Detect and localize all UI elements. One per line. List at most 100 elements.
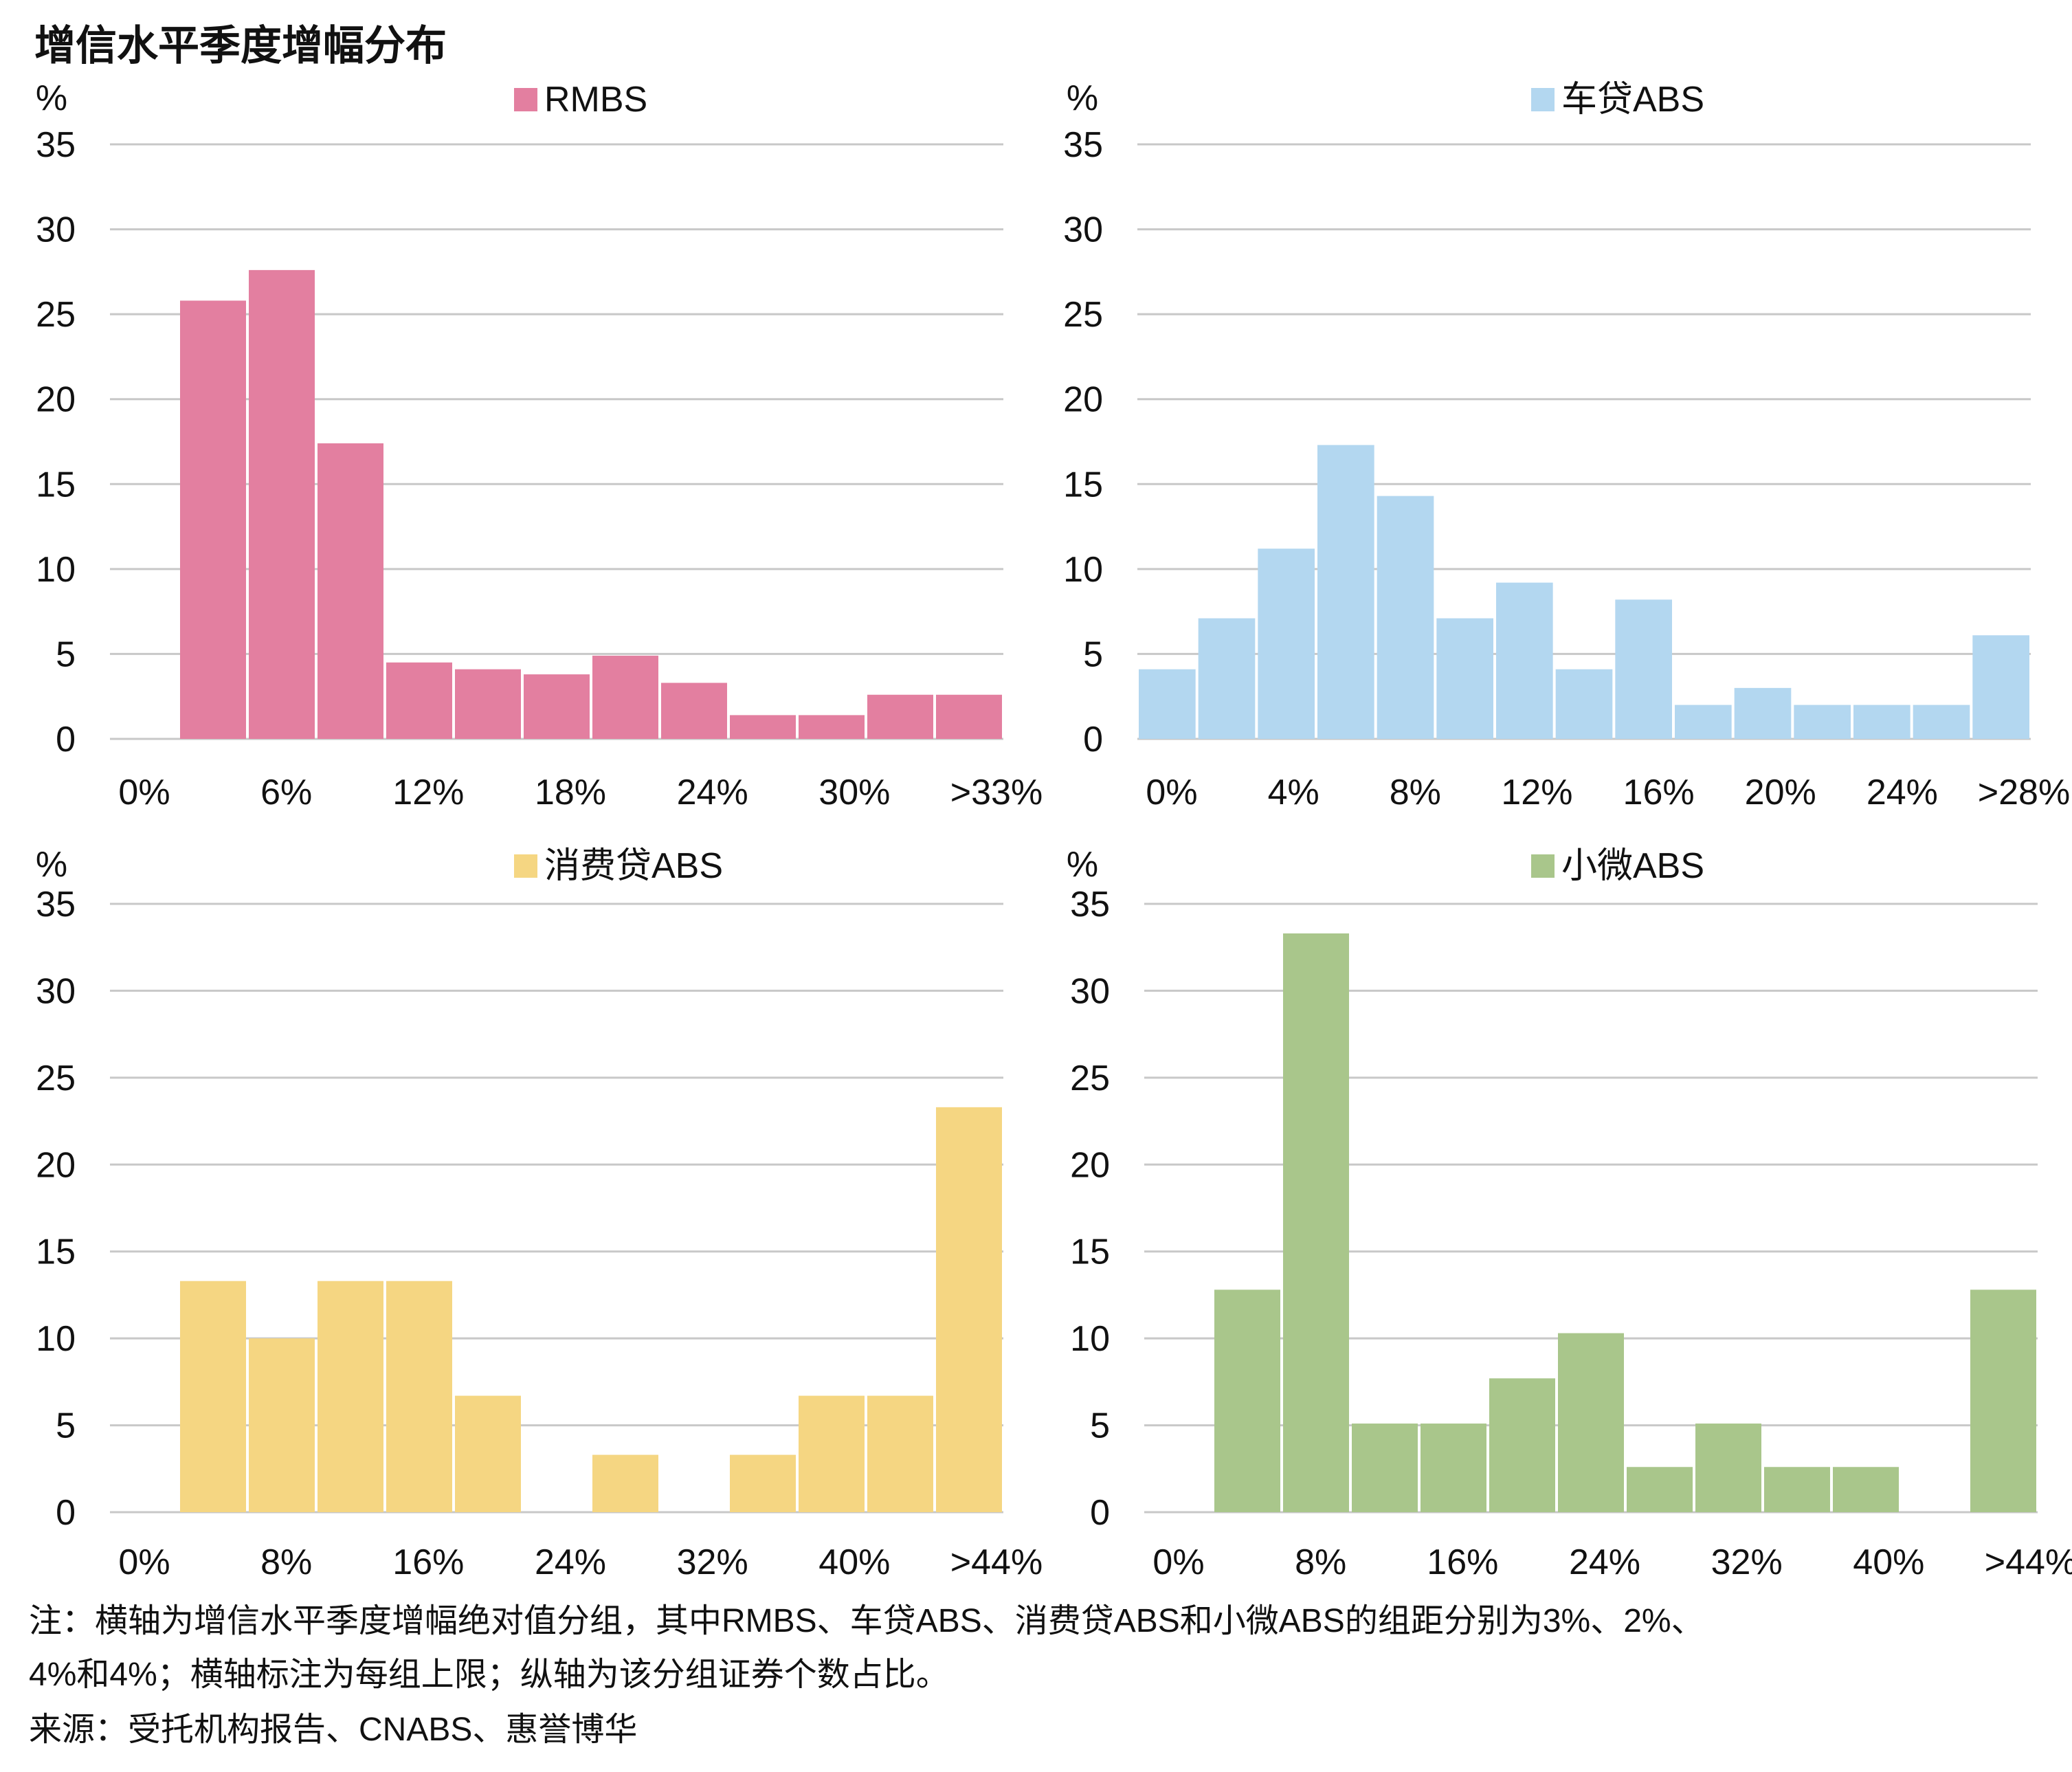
bar xyxy=(1853,705,1911,739)
x-tick-label: 32% xyxy=(1711,1542,1783,1582)
y-tick-label: 15 xyxy=(1063,465,1103,505)
x-tick-label: 0% xyxy=(118,773,170,812)
x-tick-label: 40% xyxy=(1853,1542,1924,1582)
y-tick-label: 0 xyxy=(1090,1493,1110,1533)
bar xyxy=(249,269,315,739)
y-tick-label: 35 xyxy=(1063,125,1103,165)
x-tick-label: >44% xyxy=(1985,1542,2072,1582)
x-tick-label: 12% xyxy=(1501,773,1572,812)
bar xyxy=(867,1395,933,1512)
y-tick-label: 20 xyxy=(36,380,76,420)
x-tick-label: 32% xyxy=(677,1542,748,1582)
bar xyxy=(1258,549,1315,739)
bar xyxy=(386,1281,452,1512)
rmbs-chart: 0 5 10 15 20 25 30 35% RMBS 0% 6% 12% 18% 24% 30% >33% xyxy=(36,78,1043,812)
bar xyxy=(1794,705,1851,739)
page-title: 增信水平季度增幅分布 xyxy=(34,23,447,69)
x-tick-label: 16% xyxy=(392,1542,464,1582)
legend-swatch xyxy=(514,88,537,111)
bar xyxy=(1734,687,1792,739)
bar xyxy=(1833,1467,1899,1512)
y-tick-label: 25 xyxy=(1070,1059,1110,1098)
x-tick-label: 40% xyxy=(818,1542,890,1582)
bar xyxy=(524,674,590,739)
note-line-1: 注：横轴为增信水平季度增幅绝对值分组，其中RMBS、车贷ABS、消费贷ABS和小… xyxy=(29,1603,1704,1639)
x-tick-label: 0% xyxy=(118,1542,170,1582)
bar xyxy=(455,1395,521,1512)
y-unit-label: % xyxy=(1067,78,1098,118)
micro-business-abs-chart: 0 5 10 15 20 25 30 35% 小微ABS 0% 8% 16% 24% 32% 40% >44% xyxy=(1067,845,2072,1582)
micro-business-abs-legend: 小微ABS xyxy=(1531,846,1704,886)
bar xyxy=(1764,1467,1830,1512)
bar xyxy=(318,443,383,739)
legend-label: RMBS xyxy=(544,80,647,120)
x-tick-label: >33% xyxy=(950,773,1043,812)
bar xyxy=(1695,1424,1761,1512)
legend-label: 车贷ABS xyxy=(1561,80,1704,120)
y-tick-label: 5 xyxy=(56,1406,76,1446)
y-unit-label: % xyxy=(36,845,67,885)
x-tick-label: 18% xyxy=(535,773,606,812)
x-tick-label: 8% xyxy=(260,1542,312,1582)
bar xyxy=(1139,669,1196,739)
bar xyxy=(1377,496,1434,739)
y-tick-label: 15 xyxy=(1070,1232,1110,1272)
y-tick-label: 35 xyxy=(36,885,76,924)
auto-loan-abs-legend: 车贷ABS xyxy=(1531,80,1704,120)
legend-swatch xyxy=(514,854,537,878)
x-tick-label: 16% xyxy=(1427,1542,1498,1582)
bar xyxy=(1283,933,1349,1512)
x-tick-label: >28% xyxy=(1978,773,2070,812)
x-tick-label: 12% xyxy=(392,773,464,812)
bar xyxy=(1198,618,1256,739)
bar xyxy=(249,1338,315,1512)
bar xyxy=(1436,618,1493,739)
bar xyxy=(1421,1424,1486,1512)
x-tick-label: 24% xyxy=(1867,773,1938,812)
legend-swatch xyxy=(1531,854,1555,878)
bar xyxy=(592,655,658,739)
footnote: 注：横轴为增信水平季度增幅绝对值分组，其中RMBS、车贷ABS、消费贷ABS和小… xyxy=(29,1595,1704,1702)
x-tick-label: 16% xyxy=(1623,773,1695,812)
x-tick-label: 6% xyxy=(260,773,312,812)
x-tick-label: 8% xyxy=(1390,773,1441,812)
y-unit-label: % xyxy=(1067,845,1098,885)
x-tick-label: 0% xyxy=(1152,1542,1204,1582)
y-tick-label: 5 xyxy=(56,634,76,674)
bar xyxy=(1214,1289,1280,1512)
auto-loan-abs-chart: 0 5 10 15 20 25 30 35% 车贷ABS 0% 4% 8% 12% 16% 20% 24% >2… xyxy=(1063,78,2070,812)
legend-label: 消费贷ABS xyxy=(544,846,723,886)
bar xyxy=(1352,1424,1418,1512)
y-tick-label: 25 xyxy=(1063,295,1103,335)
y-tick-label: 10 xyxy=(1063,550,1103,590)
consumer-loan-abs-legend: 消费贷ABS xyxy=(514,846,723,886)
bar xyxy=(867,694,933,739)
bar xyxy=(455,669,521,739)
y-tick-label: 30 xyxy=(1063,210,1103,250)
bar xyxy=(936,1107,1002,1512)
bar xyxy=(1317,445,1374,739)
x-tick-label: >44% xyxy=(950,1542,1043,1582)
x-tick-label: 4% xyxy=(1268,773,1319,812)
y-tick-label: 0 xyxy=(56,720,76,760)
bar xyxy=(592,1454,658,1512)
x-tick-label: 24% xyxy=(677,773,748,812)
bar xyxy=(386,662,452,739)
bar xyxy=(318,1281,383,1512)
x-tick-label: 30% xyxy=(818,773,890,812)
y-tick-label: 20 xyxy=(1063,380,1103,420)
x-tick-label: 24% xyxy=(535,1542,606,1582)
y-tick-label: 5 xyxy=(1083,634,1103,674)
y-tick-label: 10 xyxy=(1070,1319,1110,1359)
bar xyxy=(1972,635,2029,739)
y-tick-label: 35 xyxy=(1070,885,1110,924)
y-tick-label: 25 xyxy=(36,1059,76,1098)
bar xyxy=(1675,705,1732,739)
bar xyxy=(730,715,796,739)
y-tick-label: 30 xyxy=(36,210,76,250)
y-tick-label: 0 xyxy=(1083,720,1103,760)
y-tick-label: 15 xyxy=(36,465,76,505)
bar xyxy=(1489,1378,1555,1512)
source-note: 来源：受托机构报告、CNABS、惠誉博华 xyxy=(29,1712,638,1748)
y-tick-label: 20 xyxy=(1070,1145,1110,1185)
